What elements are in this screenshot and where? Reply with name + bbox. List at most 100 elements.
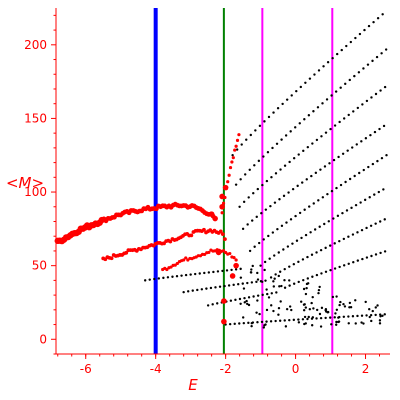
black-point	[379, 89, 382, 92]
black-point	[245, 299, 248, 303]
black-point	[256, 278, 260, 281]
black-point	[348, 301, 352, 305]
black-point	[265, 320, 268, 323]
black-point	[198, 272, 201, 275]
black-point	[305, 286, 308, 290]
black-point	[343, 305, 347, 308]
black-point	[338, 239, 341, 243]
black-point	[347, 315, 350, 318]
red-point	[124, 250, 129, 255]
black-point	[374, 92, 378, 96]
black-point	[337, 320, 341, 323]
black-point	[285, 307, 289, 311]
black-point	[256, 294, 260, 297]
x-tick-label: -6	[80, 362, 92, 376]
black-point	[288, 318, 291, 322]
black-point	[246, 302, 249, 306]
black-point	[273, 201, 277, 204]
black-point	[187, 290, 190, 293]
black-point	[290, 308, 293, 312]
black-point	[225, 269, 229, 272]
black-point	[266, 151, 270, 154]
black-point	[304, 292, 308, 296]
black-point	[360, 228, 364, 232]
black-point	[334, 90, 338, 93]
black-point	[317, 288, 321, 292]
black-point	[241, 316, 245, 319]
black-point	[328, 162, 331, 165]
black-point	[358, 171, 361, 175]
black-point	[307, 315, 310, 319]
black-point	[304, 306, 308, 309]
black-point	[282, 248, 285, 251]
black-point	[277, 274, 280, 278]
black-point	[301, 181, 304, 184]
black-point	[252, 192, 255, 195]
black-point	[335, 186, 338, 190]
black-point	[348, 177, 352, 181]
black-point	[250, 322, 253, 325]
black-point	[233, 322, 236, 326]
black-point	[229, 299, 233, 302]
black-point	[196, 288, 199, 292]
black-point	[253, 245, 256, 248]
black-point	[248, 249, 252, 253]
black-point	[338, 120, 341, 124]
black-point	[356, 106, 360, 110]
black-point	[369, 313, 373, 317]
y-tick-label: 200	[24, 38, 47, 52]
black-point	[348, 78, 351, 82]
black-point	[244, 173, 247, 176]
black-point	[249, 133, 253, 137]
black-point	[365, 99, 369, 103]
y-tick-label: 100	[24, 185, 47, 199]
black-point	[380, 52, 383, 55]
black-point	[330, 189, 334, 193]
black-point	[298, 122, 301, 125]
x-tick-label: 0	[292, 362, 300, 376]
black-point	[262, 155, 265, 158]
black-point	[383, 85, 387, 89]
black-point	[349, 40, 353, 44]
black-point	[288, 284, 291, 287]
black-point	[148, 278, 151, 281]
black-point	[346, 149, 349, 152]
y-tick-label: 150	[24, 111, 47, 125]
black-point	[339, 86, 342, 89]
black-point	[274, 172, 278, 175]
black-point	[373, 130, 377, 134]
black-point	[248, 168, 251, 171]
red-point	[221, 201, 226, 205]
black-branch-11	[224, 313, 386, 326]
black-point	[362, 322, 365, 325]
black-point	[232, 283, 235, 287]
black-point	[277, 313, 280, 316]
black-point	[271, 146, 274, 150]
black-point	[306, 277, 310, 280]
black-point	[308, 77, 312, 80]
black-point	[271, 231, 275, 234]
black-point	[297, 280, 300, 284]
black-point	[247, 296, 251, 299]
black-point	[283, 319, 286, 322]
black-point	[334, 312, 337, 315]
black-point	[319, 316, 323, 320]
black-point	[283, 286, 287, 289]
black-point	[311, 316, 315, 319]
black-point	[263, 324, 266, 327]
black-point	[279, 300, 282, 303]
black-point	[353, 174, 356, 178]
black-point	[344, 180, 347, 184]
black-point	[299, 85, 303, 89]
black-point	[327, 220, 330, 223]
black-point	[365, 256, 369, 259]
black-point	[320, 306, 324, 310]
red-point	[229, 273, 236, 279]
black-point	[354, 299, 357, 302]
black-point	[347, 322, 350, 325]
black-point	[288, 160, 291, 164]
black-point	[315, 317, 318, 320]
black-point	[352, 260, 355, 264]
black-point	[365, 314, 368, 317]
black-point	[297, 260, 300, 264]
